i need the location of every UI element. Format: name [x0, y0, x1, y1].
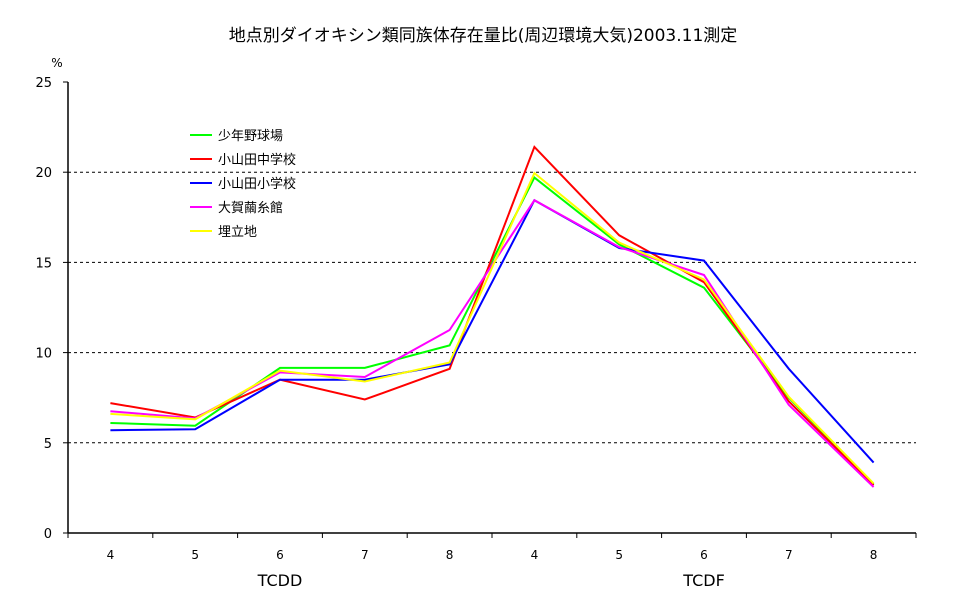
x-tick-label: 7: [361, 548, 369, 562]
legend-label: 少年野球場: [218, 129, 283, 144]
y-tick-label: 20: [35, 166, 52, 181]
legend-label: 大賀繭糸館: [218, 201, 283, 216]
x-tick-label: 4: [107, 548, 115, 562]
chart-title: 地点別ダイオキシン類同族体存在量比(周辺環境大気)2003.11測定: [229, 26, 738, 46]
y-axis-label: %: [51, 56, 62, 70]
y-tick-label: 0: [44, 527, 52, 542]
x-tick-label: 7: [785, 548, 793, 562]
x-tick-label: 5: [615, 548, 623, 562]
x-tick-label: 6: [700, 548, 708, 562]
series-line: [110, 198, 875, 488]
x-tick-label: 5: [191, 548, 199, 562]
x-tick-label: 4: [531, 548, 539, 562]
x-tick-label: 8: [446, 548, 454, 562]
series-line: [110, 198, 875, 464]
series-line: [110, 145, 875, 486]
x-group-label: TCDF: [682, 571, 725, 590]
x-group-label: TCDD: [257, 571, 303, 590]
y-tick-label: 15: [35, 256, 52, 271]
y-tick-label: 25: [35, 76, 52, 91]
series-line: [110, 171, 875, 485]
x-tick-label: 8: [870, 548, 878, 562]
y-tick-label: 10: [35, 347, 52, 362]
legend-label: 小山田小学校: [218, 176, 296, 192]
legend-label: 埋立地: [218, 225, 257, 240]
legend-label: 小山田中学校: [218, 152, 296, 168]
y-tick-label: 5: [44, 437, 52, 452]
x-tick-label: 6: [276, 548, 284, 562]
